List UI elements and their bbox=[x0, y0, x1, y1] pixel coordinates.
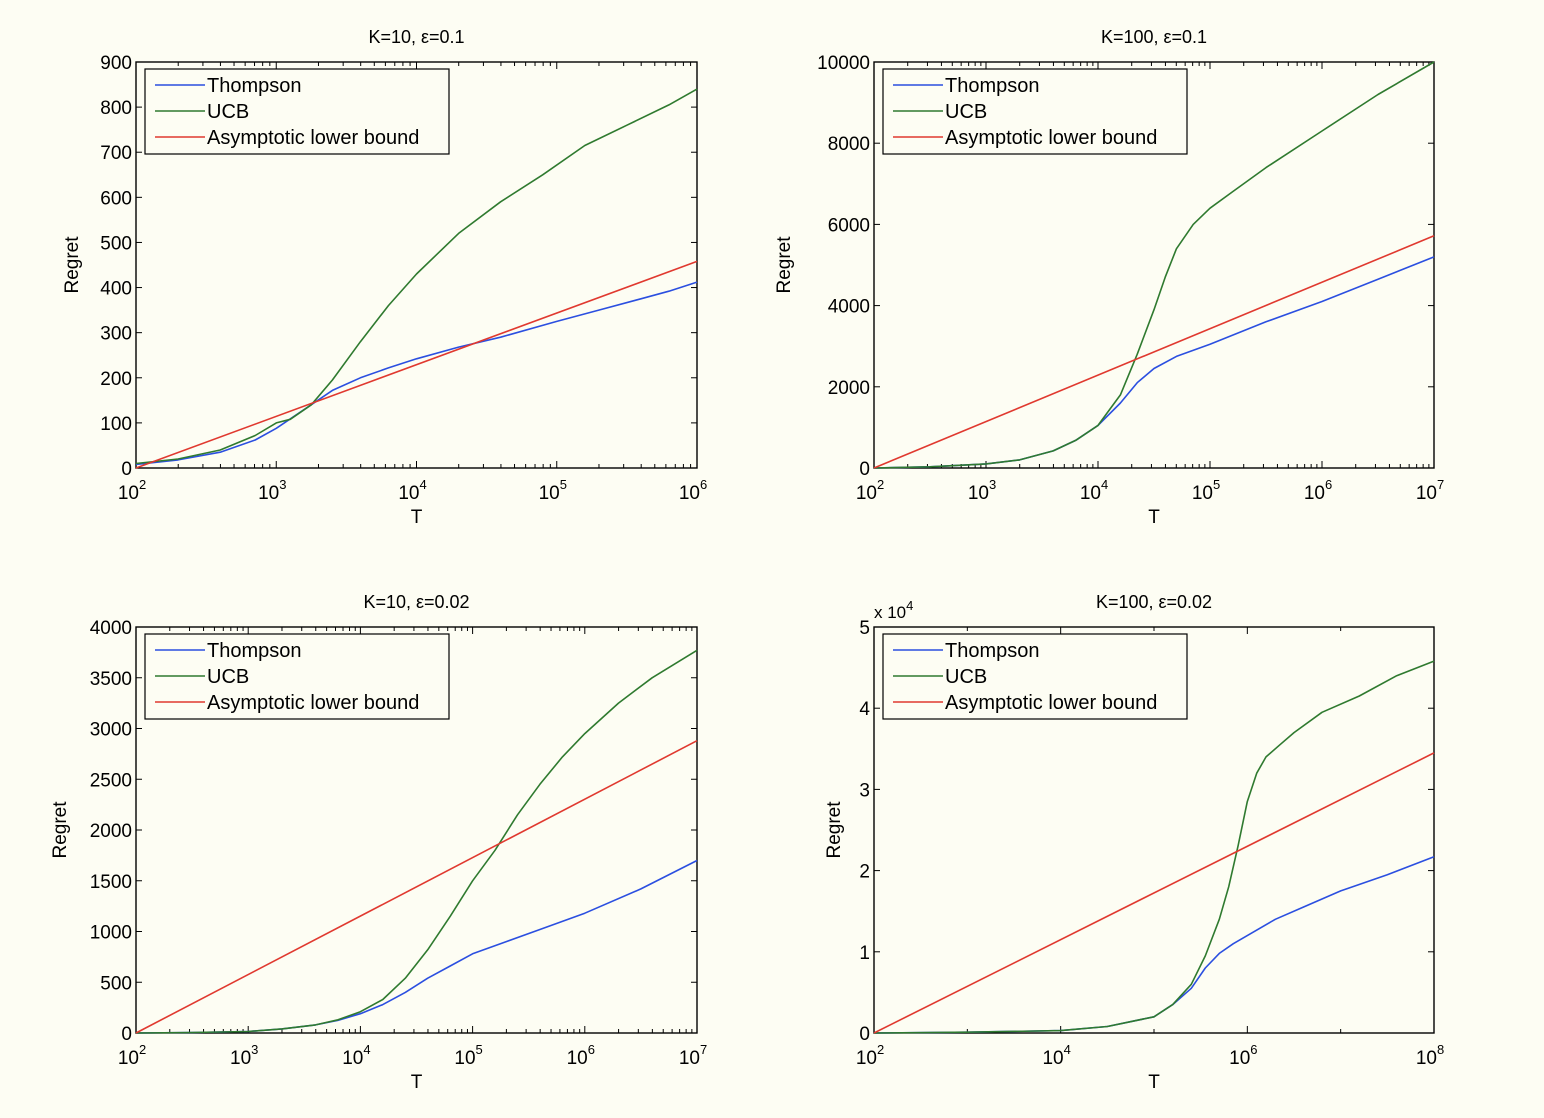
y-multiplier: x 104 bbox=[874, 598, 913, 622]
y-tick-label: 0 bbox=[121, 459, 132, 480]
y-axis-label: Regret bbox=[824, 801, 845, 859]
y-tick-label: 3 bbox=[859, 780, 870, 801]
x-tick-label: 102 bbox=[856, 1042, 884, 1069]
y-tick-label: 800 bbox=[100, 98, 132, 119]
x-tick-label: 108 bbox=[1416, 1042, 1444, 1069]
x-tick-label: 107 bbox=[679, 1042, 707, 1069]
chart-title: K=100, ε=0.02 bbox=[1096, 592, 1212, 612]
x-axis-label: T bbox=[411, 507, 423, 528]
y-tick-label: 6000 bbox=[828, 215, 870, 236]
y-tick-label: 4000 bbox=[90, 618, 132, 639]
y-tick-label: 8000 bbox=[828, 134, 870, 155]
y-tick-label: 200 bbox=[100, 369, 132, 390]
chart-title: K=100, ε=0.1 bbox=[1101, 27, 1207, 47]
legend-item: Asymptotic lower bound bbox=[207, 692, 419, 714]
x-axis-label: T bbox=[1148, 507, 1160, 528]
legend: Thompson UCB Asymptotic lower bound bbox=[144, 68, 450, 155]
y-tick-label: 0 bbox=[859, 1024, 870, 1045]
x-tick-label: 103 bbox=[968, 477, 996, 504]
series-line-ucb bbox=[873, 61, 1435, 469]
y-axis-label: Regret bbox=[50, 801, 71, 859]
x-tick-label: 103 bbox=[258, 477, 286, 504]
y-axis-label: Regret bbox=[62, 236, 83, 294]
x-tick-label: 106 bbox=[567, 1042, 595, 1069]
x-tick-label: 106 bbox=[1304, 477, 1332, 504]
subplot-1: 102 103 104 105 106 0 100 200 300 400 500 600 700 800… bbox=[62, 27, 707, 528]
series-line-thompson bbox=[873, 256, 1435, 469]
x-tick-label: 107 bbox=[1416, 477, 1444, 504]
y-axis-label: Regret bbox=[774, 236, 795, 294]
y-tick-label: 2 bbox=[859, 862, 870, 883]
series-line-ucb bbox=[135, 649, 698, 1034]
y-tick-label: 2000 bbox=[828, 378, 870, 399]
y-tick-label: 0 bbox=[121, 1024, 132, 1045]
y-tick-label: 3000 bbox=[90, 720, 132, 741]
chart-title: K=10, ε=0.02 bbox=[363, 592, 469, 612]
x-tick-label: 104 bbox=[1042, 1042, 1070, 1069]
legend-item: Thompson bbox=[207, 75, 302, 97]
axes-frame bbox=[873, 61, 1435, 469]
y-tick-label: 10000 bbox=[817, 53, 870, 74]
y-tick-label: 4 bbox=[859, 699, 870, 720]
legend-item: Asymptotic lower bound bbox=[207, 127, 419, 149]
x-tick-label: 102 bbox=[118, 477, 146, 504]
y-tick-label: 600 bbox=[100, 188, 132, 209]
y-tick-label: 500 bbox=[100, 233, 132, 254]
series-line-thompson bbox=[873, 856, 1435, 1034]
y-tick-label: 300 bbox=[100, 324, 132, 345]
legend-item: UCB bbox=[207, 666, 249, 688]
x-tick-label: 102 bbox=[118, 1042, 146, 1069]
series-line-asymptotic-lower-bound bbox=[135, 739, 698, 1034]
y-tick-label: 2500 bbox=[90, 770, 132, 791]
subplot-3: 102 103 104 105 106 107 0 500 1000 1500 2000 2500 30… bbox=[50, 592, 707, 1093]
y-tick-label: 3500 bbox=[90, 669, 132, 690]
y-tick-label: 0 bbox=[859, 459, 870, 480]
legend-item: Thompson bbox=[207, 640, 302, 662]
series-line-asymptotic-lower-bound bbox=[873, 235, 1435, 469]
series-line-ucb bbox=[873, 660, 1435, 1034]
legend-item: UCB bbox=[207, 101, 249, 123]
x-tick-label: 104 bbox=[1080, 477, 1108, 504]
y-tick-label: 700 bbox=[100, 143, 132, 164]
y-tick-label: 1 bbox=[859, 943, 870, 964]
y-tick-label: 4000 bbox=[828, 297, 870, 318]
x-tick-label: 103 bbox=[230, 1042, 258, 1069]
y-tick-label: 5 bbox=[859, 618, 870, 639]
x-tick-label: 105 bbox=[1192, 477, 1220, 504]
x-tick-label: 105 bbox=[539, 477, 567, 504]
y-tick-label: 500 bbox=[100, 973, 132, 994]
legend-item: Asymptotic lower bound bbox=[945, 692, 1157, 714]
series-line-asymptotic-lower-bound bbox=[135, 260, 698, 469]
y-tick-label: 400 bbox=[100, 279, 132, 300]
y-tick-label: 1000 bbox=[90, 923, 132, 944]
legend-item: UCB bbox=[945, 666, 987, 688]
x-tick-label: 104 bbox=[398, 477, 426, 504]
x-tick-label: 106 bbox=[679, 477, 707, 504]
subplot-2: 102 103 104 105 106 107 0 2000 4000 6000 8000 10000… bbox=[774, 27, 1444, 528]
legend-item: Asymptotic lower bound bbox=[945, 127, 1157, 149]
legend: Thompson UCB Asymptotic lower bound bbox=[144, 633, 450, 720]
y-tick-label: 100 bbox=[100, 414, 132, 435]
legend: Thompson UCB Asymptotic lower bound bbox=[882, 633, 1188, 720]
x-tick-label: 106 bbox=[1229, 1042, 1257, 1069]
chart-title: K=10, ε=0.1 bbox=[368, 27, 464, 47]
series-line-thompson bbox=[135, 281, 698, 466]
legend-item: UCB bbox=[945, 101, 987, 123]
y-tick-label: 1500 bbox=[90, 872, 132, 893]
series-line-asymptotic-lower-bound bbox=[873, 752, 1435, 1034]
legend-item: Thompson bbox=[945, 640, 1040, 662]
legend: Thompson UCB Asymptotic lower bound bbox=[882, 68, 1188, 155]
x-tick-label: 105 bbox=[454, 1042, 482, 1069]
x-axis-label: T bbox=[1148, 1072, 1160, 1093]
x-tick-label: 102 bbox=[856, 477, 884, 504]
x-tick-label: 104 bbox=[342, 1042, 370, 1069]
x-axis-label: T bbox=[411, 1072, 423, 1093]
y-tick-label: 900 bbox=[100, 53, 132, 74]
subplot-4: 102 104 106 108 0 1 2 3 4 5x 104 K=100, ε=0.02 T Reg… bbox=[824, 592, 1444, 1093]
series-line-ucb bbox=[135, 88, 698, 465]
legend-item: Thompson bbox=[945, 75, 1040, 97]
y-tick-label: 2000 bbox=[90, 821, 132, 842]
